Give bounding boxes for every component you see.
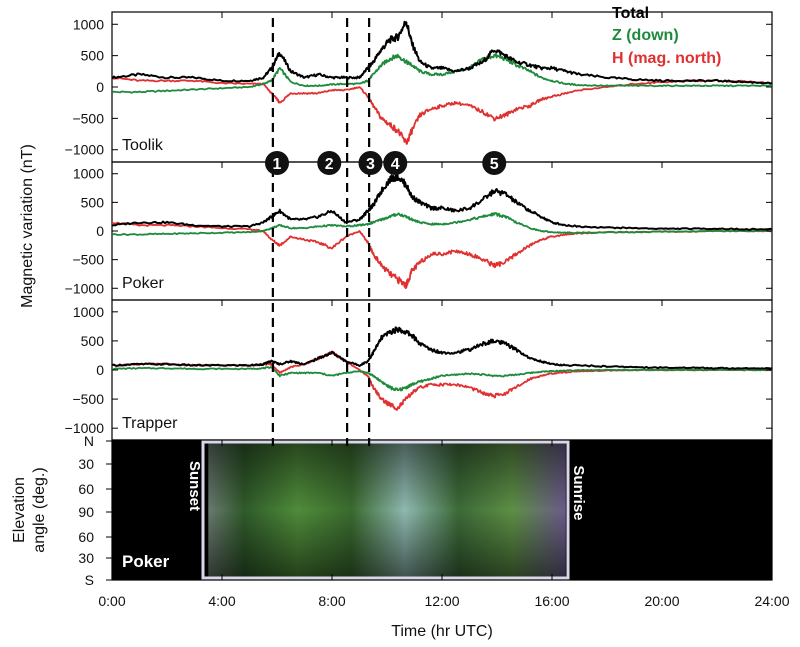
y-tick-label: −500 [72, 391, 104, 407]
keogram-y-title-line2: angle (deg.) [31, 467, 48, 552]
series-group-toolik [112, 20, 772, 145]
keogram-y-title-line1: Elevation [11, 477, 28, 543]
event-marker-label: 1 [273, 156, 282, 173]
y-tick-label: 1000 [73, 166, 104, 182]
x-tick-label: 8:00 [318, 593, 345, 609]
keogram-y-tick-label: 30 [78, 550, 94, 566]
x-tick-label: 20:00 [644, 593, 679, 609]
series-line-toolik-total [112, 20, 772, 85]
y-tick-label: −500 [72, 252, 104, 268]
x-tick-label: 4:00 [208, 593, 235, 609]
legend-total: Total [612, 5, 649, 22]
event-marker-label: 4 [391, 156, 400, 173]
y-tick-label: 1000 [73, 304, 104, 320]
sunset-label: Sunset [186, 461, 203, 511]
keogram-aurora-shading [203, 442, 568, 578]
series-line-poker-total [112, 172, 772, 231]
event-marker-circle [317, 151, 342, 175]
y-tick-label: 1000 [73, 16, 104, 32]
event-marker-circle [482, 151, 507, 175]
event-marker-label: 5 [490, 156, 499, 173]
x-tick-label: 24:00 [754, 593, 789, 609]
y-tick-label: −1000 [65, 142, 105, 158]
y-tick-label: 500 [81, 194, 105, 210]
y-tick-label: 500 [81, 333, 105, 349]
keogram-y-tick-label: 60 [78, 529, 94, 545]
legend-h-mag-north: H (mag. north) [612, 50, 721, 67]
x-tick-label: 12:00 [424, 593, 459, 609]
y-tick-label: 0 [96, 362, 104, 378]
y-ticks-trapper: −1000 −500 0 500 1000 [65, 304, 772, 436]
y-tick-label: 0 [96, 223, 104, 239]
y-ticks-toolik: −1000 −500 0 500 1000 [65, 16, 772, 158]
keogram-y-tick-label: 30 [78, 456, 94, 472]
station-label-toolik: Toolik [122, 137, 164, 154]
series-group-trapper [112, 326, 772, 411]
series-line-poker-z-down [112, 211, 772, 237]
series-line-toolik-z-down [112, 53, 772, 94]
y-ticks-poker: −1000 −500 0 500 1000 [65, 166, 772, 296]
series-line-trapper-h-mag-north [112, 350, 772, 411]
legend-z-down: Z (down) [612, 27, 679, 44]
y-tick-label: 0 [96, 79, 104, 95]
station-label-trapper: Trapper [122, 415, 178, 432]
keogram-y-tick-label: 90 [78, 504, 94, 520]
legend: Total Z (down) H (mag. north) [612, 5, 721, 67]
event-marker-label: 2 [325, 156, 334, 173]
x-tick-label: 0:00 [98, 593, 125, 609]
sunrise-label: Sunrise [570, 465, 587, 520]
keogram-y-ticks: N 30 60 90 60 30 S [78, 433, 112, 588]
x-ticks: 0:00 4:00 8:00 12:00 16:00 20:00 24:00 [98, 12, 790, 609]
keogram-y-tick-label: S [85, 572, 94, 588]
y-tick-label: −1000 [65, 280, 105, 296]
keogram-y-tick-label: 60 [78, 481, 94, 497]
series-line-trapper-total [112, 326, 772, 370]
keogram-station-label: Poker [122, 552, 170, 571]
keogram-y-tick-label: N [84, 433, 94, 449]
event-marker-circle [265, 151, 289, 175]
event-lines [271, 18, 371, 446]
keogram-aurora-edge [201, 440, 570, 580]
x-tick-label: 16:00 [534, 593, 569, 609]
y-tick-label: −500 [72, 110, 104, 126]
series-line-toolik-h-mag-north [112, 76, 772, 145]
x-axis-title: Time (hr UTC) [391, 623, 493, 640]
y-axis-title: Magnetic variation (nT) [19, 144, 36, 308]
event-marker-label: 3 [366, 156, 375, 173]
series-group-poker [112, 172, 772, 290]
y-tick-label: 500 [81, 48, 105, 64]
series-line-trapper-z-down [112, 366, 772, 392]
event-marker-circle [358, 151, 383, 175]
y-tick-label: −1000 [65, 420, 105, 436]
event-marker-circle [383, 151, 408, 175]
station-label-poker: Poker [122, 275, 164, 292]
